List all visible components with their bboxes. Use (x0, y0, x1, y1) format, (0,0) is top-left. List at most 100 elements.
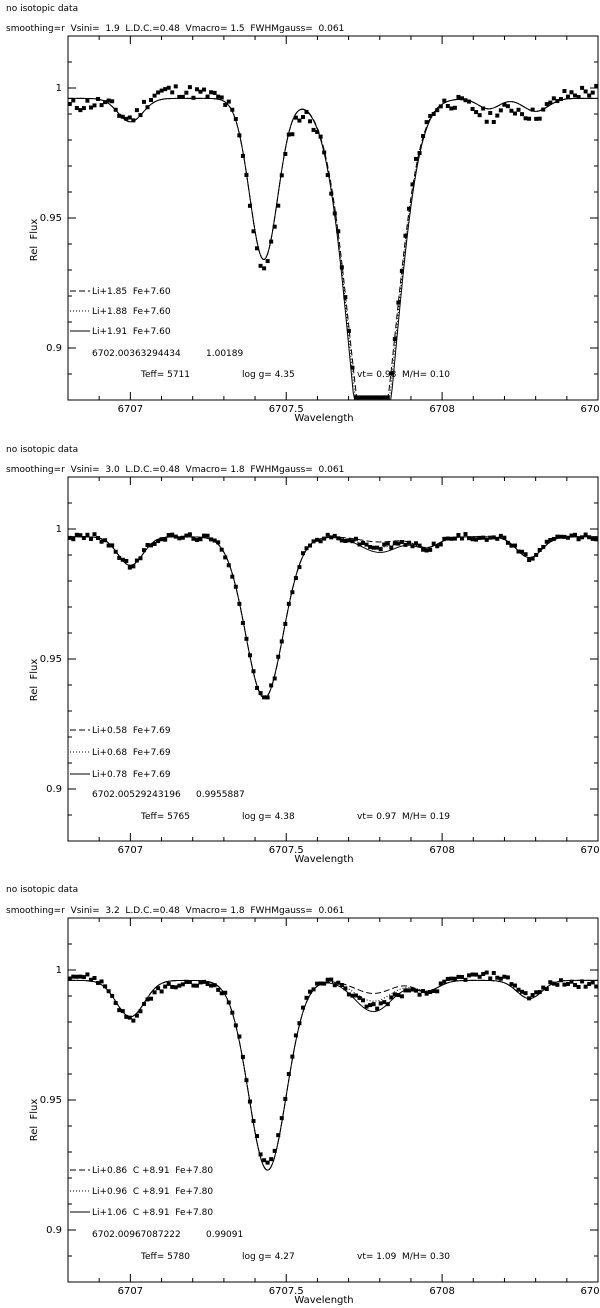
observed-point (364, 542, 369, 547)
observed-point (410, 987, 415, 992)
observed-point (474, 972, 479, 977)
observed-point (520, 989, 525, 994)
observed-point (159, 989, 164, 994)
observed-point (276, 203, 281, 208)
observed-point (269, 239, 274, 244)
x-axis-label: Wavelength (294, 413, 353, 424)
observed-point (177, 983, 182, 988)
observed-point (81, 975, 86, 980)
observed-point (569, 979, 574, 984)
observed-point (240, 1054, 245, 1059)
observed-point (353, 395, 358, 400)
x-tick-label: 6707 (118, 845, 143, 856)
observed-point (315, 981, 320, 986)
spectrum-panel-1: no isotopic data smoothing=r Vsini= 1.9 … (6, 4, 600, 424)
observed-point (279, 173, 284, 178)
observed-point (495, 536, 500, 541)
x-tick-label: 6708 (429, 404, 454, 415)
legend-entry-dashed: Li+0.86 C +8.91 Fe+7.80 (92, 1166, 213, 1176)
observed-point (329, 535, 334, 540)
observed-point (548, 980, 553, 985)
observed-point (170, 90, 175, 95)
observed-point (449, 106, 454, 111)
observed-point (463, 532, 468, 537)
observed-point (223, 555, 228, 560)
observed-point (247, 1099, 252, 1104)
observed-point (117, 113, 122, 118)
legend-entry-dotted: Li+0.96 C +8.91 Fe+7.80 (92, 1187, 213, 1197)
observed-point (350, 993, 355, 998)
series-line-dashed (68, 536, 598, 699)
observed-point (286, 601, 291, 606)
observed-point (459, 96, 464, 101)
observed-point (438, 104, 443, 109)
observed-point (502, 102, 507, 107)
observed-point (375, 1006, 380, 1011)
observed-point (92, 975, 97, 980)
observed-point (311, 127, 316, 132)
observed-point (159, 537, 164, 542)
observed-point (336, 980, 341, 985)
observed-point (106, 989, 111, 994)
observed-point (141, 1001, 146, 1006)
observed-point (293, 576, 298, 581)
observed-point (516, 987, 521, 992)
observed-point (569, 90, 574, 95)
observed-point (414, 541, 419, 546)
observed-point (548, 100, 553, 105)
y-tick-label: 1 (56, 83, 62, 94)
observed-point (124, 116, 129, 121)
observed-point (78, 974, 83, 979)
observed-points (67, 970, 599, 1165)
observed-point (286, 1072, 291, 1077)
observed-point (516, 549, 521, 554)
legend-entry-solid: Li+1.91 Fe+7.60 (92, 327, 171, 337)
observed-point (255, 246, 260, 251)
observed-point (350, 539, 355, 544)
observed-point (300, 551, 305, 556)
observed-point (191, 983, 196, 988)
observed-point (346, 538, 351, 543)
observed-point (332, 983, 337, 988)
observed-point (103, 538, 108, 543)
observed-point (555, 982, 560, 987)
observed-point (594, 984, 599, 989)
observed-point (527, 116, 532, 121)
observed-point (435, 989, 440, 994)
observed-point (163, 537, 168, 542)
series-line-solid (68, 536, 598, 699)
observed-point (431, 989, 436, 994)
observed-point (141, 99, 146, 104)
observed-point (219, 547, 224, 552)
axis-ticks: 6707 6707.5 6708 6708.5 0.9 0.95 1 (40, 35, 600, 415)
observed-point (456, 532, 461, 537)
observed-point (156, 539, 161, 544)
observed-point (382, 542, 387, 547)
observed-point (300, 1005, 305, 1010)
observed-point (134, 1013, 139, 1018)
observed-point (187, 980, 192, 985)
observed-point (149, 996, 154, 1001)
observed-point (339, 538, 344, 543)
observed-point (297, 118, 302, 123)
observed-point (318, 981, 323, 986)
observed-point (226, 563, 231, 568)
observed-point (459, 975, 464, 980)
observed-point (283, 151, 288, 156)
observed-point (81, 106, 86, 111)
x-tick-label: 6708 (429, 845, 454, 856)
annotation-scale: 0.99091 (206, 1230, 243, 1240)
observed-point (198, 980, 203, 985)
observed-point (152, 990, 157, 995)
observed-point (565, 94, 570, 99)
observed-point (194, 538, 199, 543)
observed-point (378, 547, 383, 552)
observed-point (110, 543, 115, 548)
observed-point (304, 995, 309, 1000)
observed-point (558, 534, 563, 539)
observed-point (230, 1010, 235, 1015)
observed-point (470, 972, 475, 977)
observed-point (562, 534, 567, 539)
observed-point (558, 978, 563, 983)
observed-point (385, 1002, 390, 1007)
